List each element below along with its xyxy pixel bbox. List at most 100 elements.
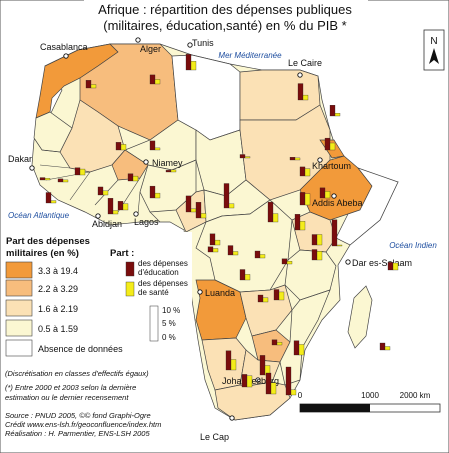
city-dot-niamey — [143, 159, 149, 165]
bar-pair — [127, 173, 139, 182]
health-bar — [90, 84, 97, 89]
education-bar — [331, 219, 338, 247]
legend-military-title-2: militaires (en %) — [6, 248, 79, 259]
bar-pair — [241, 374, 253, 388]
bar-pair — [209, 233, 221, 246]
education-bar — [254, 250, 261, 259]
city-label-le-cap: Le Cap — [200, 432, 229, 442]
city-dot-le-cap — [229, 415, 235, 421]
health-bar — [304, 168, 311, 177]
health-bar — [316, 251, 323, 261]
bar-pair — [379, 342, 391, 351]
education-bar — [257, 294, 264, 303]
bar-pair — [97, 186, 109, 196]
education-bar — [195, 202, 202, 219]
health-bar — [302, 94, 309, 101]
health-bar — [212, 248, 219, 253]
note-discretisation: (Discrétisation en classes d'effectifs é… — [5, 369, 149, 378]
health-bar — [384, 346, 391, 351]
city-dot-alger — [135, 37, 141, 43]
education-bar — [319, 187, 326, 199]
city-dot-lagos — [133, 211, 139, 217]
legend-education-label-1: des dépenses — [138, 259, 188, 268]
bar-pair — [57, 178, 69, 183]
note-asterisk-2: estimation ou le dernier recensement — [5, 393, 129, 402]
health-bar — [44, 178, 51, 181]
health-bar — [232, 251, 239, 256]
city-label-dakar: Dakar — [8, 154, 32, 164]
city-label-dar-es-salaam: Dar es-Salaam — [352, 258, 412, 268]
city-dot-dar-es-salaam — [345, 259, 351, 265]
education-bar — [127, 173, 134, 182]
education-bar — [289, 157, 296, 161]
education-bar — [379, 342, 386, 351]
north-arrow-icon: N — [423, 29, 445, 71]
health-bar — [122, 203, 129, 211]
bar-pair — [297, 83, 309, 101]
education-bar — [149, 140, 156, 151]
city-dot-luanda — [197, 289, 203, 295]
bar-pair — [39, 177, 51, 181]
region-tanzania — [284, 249, 337, 301]
region-burkina — [111, 149, 149, 181]
bar-pair — [293, 340, 305, 356]
sea-label-atlantic: Océan Atlantique — [8, 211, 70, 220]
bar-pair — [254, 250, 266, 259]
health-bar — [286, 261, 293, 265]
education-bar — [324, 137, 331, 151]
legend-scale-5: 5 % — [162, 319, 176, 328]
education-bar — [45, 192, 52, 204]
legend-scale-10: 10 % — [162, 306, 180, 315]
bar-pair — [45, 192, 57, 204]
bar-pair — [223, 183, 235, 209]
notes: (Discrétisation en classes d'effectifs é… — [2, 369, 192, 412]
education-bar — [117, 201, 124, 211]
health-bar — [230, 359, 237, 371]
city-dot-tunis — [187, 42, 193, 48]
education-bar — [149, 74, 156, 85]
city-label-lagos: Lagos — [134, 217, 159, 227]
health-bar — [154, 192, 161, 199]
bar-pair — [273, 289, 285, 301]
legend: Part des dépenses militaires (en %) 3.3 … — [2, 232, 192, 368]
health-bar — [244, 274, 251, 281]
health-bar — [290, 389, 297, 396]
legend-swatch-class-3 — [5, 299, 33, 317]
credit-source: Source : PNUD 2005, ©© fond Graphi-Ogre — [5, 411, 151, 420]
city-label-casablanca: Casablanca — [40, 42, 88, 52]
bar-pair — [239, 269, 251, 281]
education-bar — [239, 269, 246, 281]
bar-pair — [185, 54, 197, 71]
bar-pair — [311, 249, 323, 261]
education-bar — [271, 339, 278, 346]
legend-swatch-class-4 — [5, 319, 33, 337]
education-bar — [165, 170, 172, 173]
health-bar — [304, 193, 311, 206]
city-dot-casablanca — [63, 53, 69, 59]
bar-pair — [195, 202, 207, 219]
bar-pair — [257, 294, 269, 303]
education-bar — [299, 166, 306, 177]
city-label-luanda: Luanda — [205, 288, 235, 298]
city-dot-johannesburg — [255, 377, 261, 383]
education-bar — [281, 258, 288, 265]
education-bar — [299, 192, 306, 206]
health-bar — [299, 221, 306, 231]
region-drc — [195, 199, 293, 293]
scale-label-end: 2000 km — [400, 391, 431, 400]
health-bar — [294, 157, 301, 161]
education-bar — [387, 262, 394, 271]
education-bar — [227, 245, 234, 256]
health-bar — [298, 344, 305, 356]
health-bar — [79, 168, 86, 176]
health-bar — [200, 213, 207, 219]
bar-pair — [271, 339, 283, 346]
bar-pair — [85, 80, 97, 89]
city-label-addis-abeba: Addis Abeba — [312, 198, 363, 208]
education-bar — [293, 340, 300, 356]
scale-bar: 0 1000 2000 km — [298, 391, 441, 413]
bar-pair — [227, 245, 239, 256]
madagascar — [347, 285, 373, 349]
health-bar — [259, 254, 266, 259]
city-label-alger: Alger — [140, 44, 161, 54]
